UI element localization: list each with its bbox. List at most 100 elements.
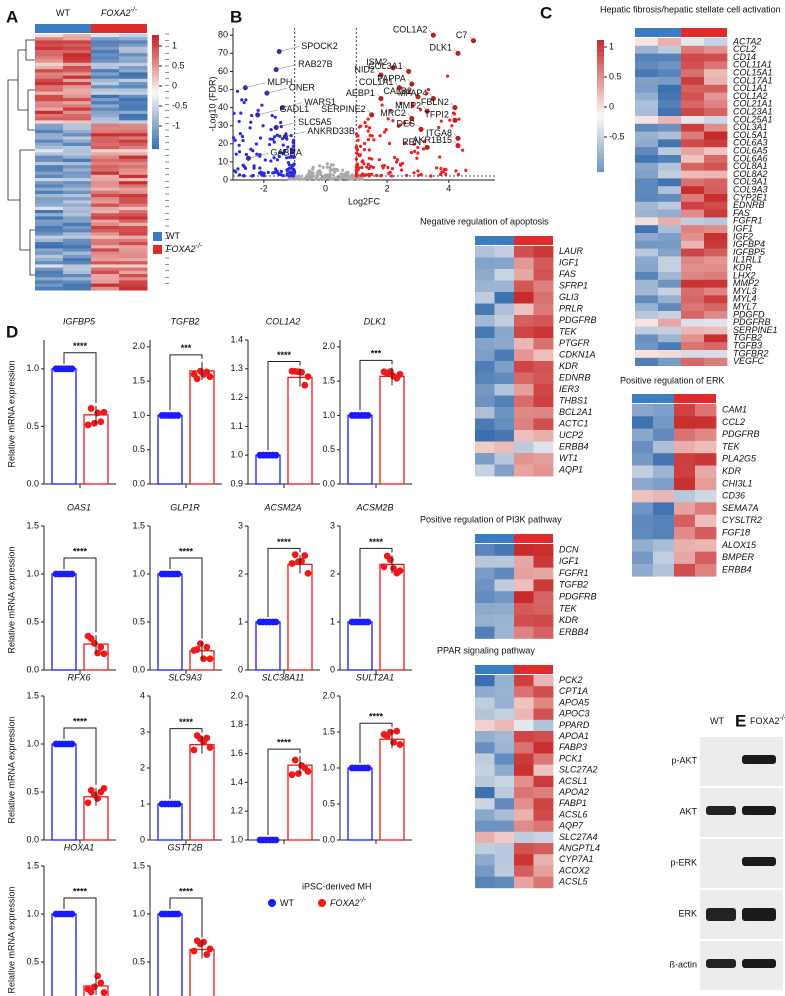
heatmap-cell [494, 315, 515, 327]
heatmap-cell [91, 181, 120, 185]
heatmap-cell [35, 258, 64, 262]
background-point [342, 172, 347, 176]
heatmap-cell [475, 292, 495, 304]
heatmap-cell [35, 270, 64, 275]
background-point [355, 163, 359, 167]
heatmap-cell [91, 62, 120, 67]
gene-label: PTGFR [559, 338, 590, 348]
heatmap-cell [494, 731, 515, 743]
heatmap-cell [35, 50, 64, 54]
heatmap-cell [35, 75, 64, 80]
y-tick-label: 0.0 [26, 834, 39, 844]
heatmap-cell [494, 775, 515, 788]
heatmap-cell [35, 130, 64, 134]
y-tick-label: 1.0 [132, 908, 145, 918]
heatmap-cell [63, 248, 92, 253]
heatmap-cell [63, 190, 92, 195]
data-point [174, 412, 182, 419]
data-point [206, 373, 214, 381]
heatmap-cell [653, 551, 675, 565]
heatmap-cell [533, 384, 554, 396]
heatmap-cell [63, 210, 92, 214]
heatmap-cell [63, 238, 92, 243]
heatmap-cell [119, 238, 148, 243]
gene-label: ERBB4 [559, 442, 589, 452]
superscript: -/- [196, 243, 203, 250]
gene-label: BCL2A1 [559, 407, 593, 417]
heatmap-cell [475, 591, 495, 604]
data-point [174, 800, 182, 808]
heatmap-cell [63, 75, 92, 80]
colorbar-cell [597, 156, 604, 159]
heatmap-cell [91, 59, 120, 64]
heatmap-cell [35, 59, 64, 64]
gene-label: SPOCK2 [301, 41, 338, 51]
heatmap-cell [91, 34, 120, 38]
heatmap-cell [635, 170, 659, 179]
heatmap-cell [514, 555, 534, 568]
gene-label: CCL2 [722, 417, 745, 427]
colorbar-cell [597, 62, 604, 65]
background-point [370, 134, 374, 138]
gene-label: ISM2 [366, 57, 387, 67]
gene-label: TGFB3 [733, 340, 762, 350]
heatmap-cell [35, 232, 64, 237]
colorbar-cell [152, 74, 159, 77]
heatmap-cell [475, 798, 495, 810]
heatmap-cell [35, 152, 64, 157]
background-point [234, 170, 238, 174]
heatmap-cell [494, 326, 515, 339]
gene-label: ITGA8 [426, 128, 452, 138]
heatmap-cell [494, 441, 515, 454]
colorbar-cell [597, 48, 604, 52]
heatmap-cell [35, 142, 64, 147]
gene-label: COL6A5 [733, 145, 769, 155]
heatmap-cell [475, 787, 495, 799]
colorbar-cell [152, 135, 159, 138]
colorbar-cell [152, 55, 159, 58]
y-tick-label: 0.5 [322, 444, 335, 454]
data-point [396, 741, 404, 748]
heatmap-cell [704, 69, 728, 78]
colorbar-cell [152, 111, 159, 113]
heatmap-cell [91, 123, 120, 128]
background-point [386, 117, 390, 121]
heatmap-cell [658, 69, 682, 78]
heatmap-cell [514, 384, 534, 396]
heatmap-cell [63, 120, 92, 125]
heatmap-cell [658, 77, 682, 86]
band [706, 959, 736, 968]
heatmap-cell [91, 120, 120, 125]
background-point [240, 134, 245, 139]
heatmap-cell [704, 295, 728, 304]
heatmap-cell [119, 139, 148, 144]
gene-label: COL25A1 [733, 114, 773, 124]
heatmap-cell [494, 787, 515, 799]
heatmap-cell [119, 283, 148, 288]
heatmap-cell [475, 775, 495, 788]
heatmap-cell [514, 614, 534, 627]
heatmap-cell [514, 315, 534, 327]
heatmap-cell [658, 264, 682, 273]
background-point [266, 170, 270, 174]
background-point [272, 140, 276, 144]
heatmap-cell [475, 246, 495, 258]
heatmap-cell [704, 38, 728, 47]
heatmap-cell [533, 280, 554, 293]
heatmap-cell [35, 110, 64, 115]
colorbar-cell [597, 150, 604, 153]
y-tick-label: 1.4 [230, 334, 243, 344]
colorbar-cell [597, 53, 604, 56]
heatmap-cell [63, 110, 92, 115]
heatmap-title: Positive regulation of PI3K pathway [420, 514, 562, 524]
label-connector [367, 109, 372, 115]
background-point [416, 151, 420, 155]
colorbar-cell [597, 51, 604, 54]
y-axis-title: Relative mRNA expression [6, 546, 16, 653]
heatmap-cell [91, 75, 120, 80]
heatmap-cell [119, 110, 148, 115]
heatmap-cell [91, 98, 120, 102]
sig-label: **** [369, 712, 384, 722]
sig-label: **** [179, 546, 194, 556]
heatmap-cell [119, 62, 148, 67]
